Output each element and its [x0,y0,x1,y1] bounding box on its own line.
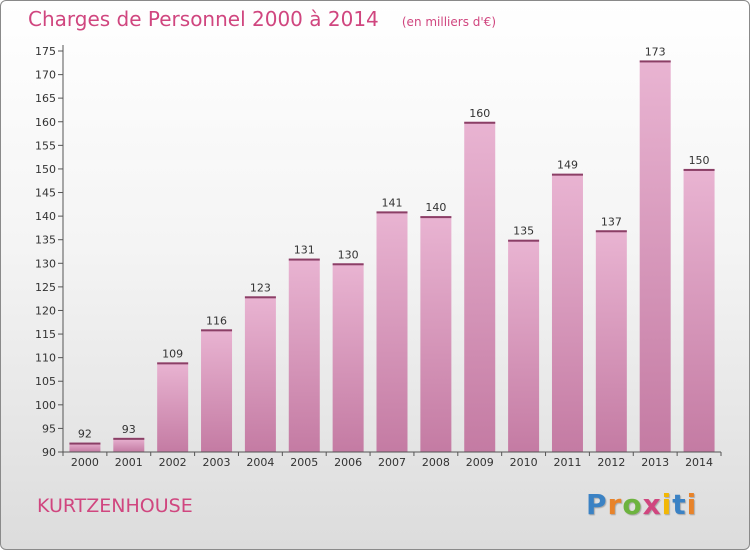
x-tick-label: 2007 [378,456,406,469]
bar-2008 [420,216,452,452]
data-label: 123 [250,281,271,294]
bar-2014 [683,168,715,453]
bar-top-2000 [69,442,101,445]
bar-top-2008 [420,216,452,219]
data-label: 109 [162,347,183,360]
bar-2000 [69,442,101,452]
bar-top-2009 [464,121,496,124]
bar-top-2010 [508,239,540,242]
data-label: 149 [557,159,578,172]
bar-top-2013 [639,60,671,63]
y-tick-label: 150 [35,163,56,176]
x-tick-label: 2001 [115,456,143,469]
data-label: 131 [294,244,315,257]
y-tick-label: 125 [35,281,56,294]
data-label: 130 [338,248,359,261]
bar-top-2007 [376,211,408,214]
y-tick-label: 120 [35,304,56,317]
y-tick-label: 115 [35,328,56,341]
x-tick-label: 2009 [466,456,494,469]
data-label: 150 [689,154,710,167]
x-tick-label: 2010 [510,456,538,469]
y-tick-label: 110 [35,352,56,365]
y-tick-label: 165 [35,92,56,105]
logo-letter: o [622,488,643,521]
bar-top-2001 [113,437,145,440]
bar-2001 [113,437,145,452]
y-tick-label: 95 [42,422,56,435]
proxiti-logo: Proxiti [586,488,697,521]
data-label: 141 [382,196,403,209]
data-label: 116 [206,314,227,327]
x-tick-label: 2011 [553,456,581,469]
chart-subtitle: (en milliers d'€) [401,15,496,29]
chart-title: Charges de Personnel 2000 à 2014 [28,7,379,31]
bar-2009 [464,121,496,452]
bar-2002 [157,362,189,452]
y-tick-label: 160 [35,116,56,129]
bar-2011 [551,173,583,453]
x-tick-label: 2012 [597,456,625,469]
y-tick-label: 140 [35,210,56,223]
x-tick-label: 2006 [334,456,362,469]
bar-2005 [288,258,320,452]
x-tick-label: 2003 [203,456,231,469]
y-tick-label: 90 [42,446,56,459]
commune-name: KURTZENHOUSE [37,495,193,517]
x-tick-label: 2000 [71,456,99,469]
data-label: 93 [122,423,136,436]
y-tick-label: 105 [35,375,56,388]
y-tick-label: 145 [35,187,56,200]
bar-2007 [376,211,408,452]
x-tick-label: 2013 [641,456,669,469]
x-tick-label: 2014 [685,456,713,469]
bar-top-2012 [595,230,627,233]
data-label: 173 [645,45,666,58]
logo-letter: i [661,488,673,521]
logo-letter: r [607,488,623,521]
data-label: 140 [425,201,446,214]
title-line: Charges de Personnel 2000 à 2014 (en mil… [28,7,496,31]
logo-letter: t [672,488,687,521]
logo-letter: x [642,488,662,521]
y-tick-label: 135 [35,234,56,247]
data-label: 160 [469,107,490,120]
bar-top-2005 [288,258,320,261]
bar-2004 [244,296,276,452]
y-tick-label: 170 [35,69,56,82]
data-label: 137 [601,215,622,228]
data-label: 92 [78,428,92,441]
y-tick-label: 130 [35,257,56,270]
bar-top-2011 [551,173,583,176]
y-tick-label: 155 [35,139,56,152]
x-tick-label: 2004 [246,456,274,469]
bar-top-2006 [332,263,364,266]
x-tick-label: 2005 [290,456,318,469]
y-tick-label: 175 [35,45,56,58]
bar-top-2004 [244,296,276,299]
y-tick-label: 100 [35,399,56,412]
bar-2006 [332,263,364,452]
bar-2003 [201,329,233,452]
bar-top-2014 [683,168,715,171]
logo-letter: i [686,488,698,521]
x-tick-label: 2008 [422,456,450,469]
bar-2012 [595,230,627,452]
bar-2013 [639,60,671,452]
bar-2010 [508,239,540,452]
bar-top-2002 [157,362,189,365]
x-tick-label: 2002 [159,456,187,469]
data-label: 135 [513,225,534,238]
bar-top-2003 [201,329,233,332]
logo-letter: P [586,488,608,521]
